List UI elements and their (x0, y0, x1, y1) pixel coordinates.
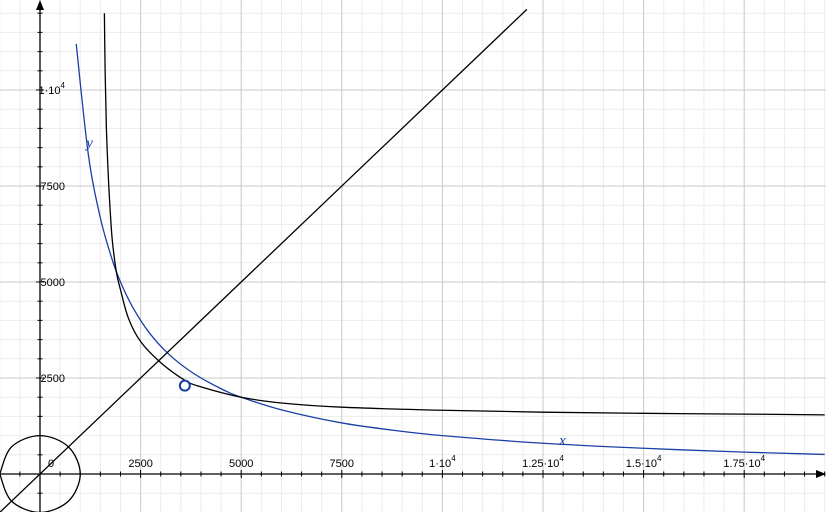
x-axis-arrow (816, 470, 826, 478)
labels-layer: 2500 5000 7500 1·104 1.25·104 1.5·104 1.75·104… (39, 81, 766, 470)
curve-label-y: y (84, 136, 93, 152)
black-curve (103, 13, 825, 416)
y-tick-label: 2500 (41, 373, 65, 385)
y-tick-label: 1·104 (39, 81, 66, 97)
x-tick-label: 7500 (330, 458, 354, 470)
circle-arc (0, 434, 81, 512)
x-tick-label: 1.5·104 (626, 454, 662, 470)
x-tick-label: 1.75·104 (723, 454, 765, 470)
origin-label: 0 (48, 458, 54, 470)
y-axis-arrow (36, 0, 44, 10)
x-tick-label: 1.25·104 (522, 454, 564, 470)
y-tick-label: 7500 (41, 181, 65, 193)
highlight-point[interactable] (178, 379, 191, 392)
y-tick-label: 5000 (41, 277, 65, 289)
x-tick-label: 2500 (128, 458, 152, 470)
x-tick-label: 1·104 (429, 454, 456, 470)
series-layer (0, 8, 825, 512)
blue-curve (75, 43, 825, 456)
x-tick-label: 5000 (229, 458, 253, 470)
diagonal-line (0, 8, 528, 512)
curve-label-x: x (558, 433, 566, 449)
